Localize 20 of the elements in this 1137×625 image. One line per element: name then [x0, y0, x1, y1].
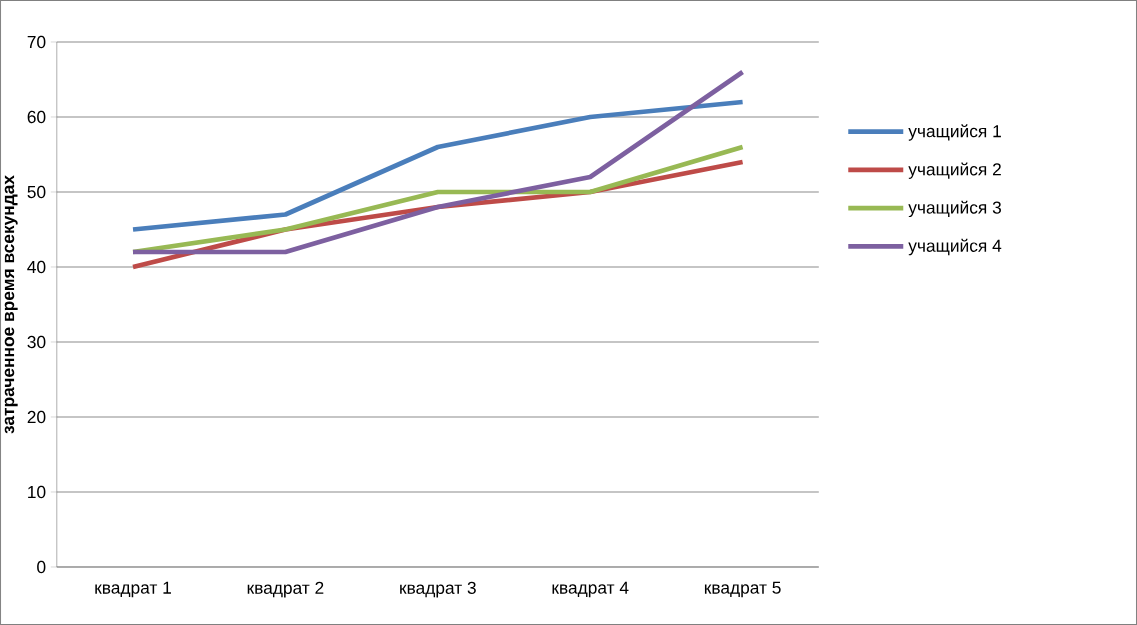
x-tick-label: квадрат 3	[400, 581, 476, 598]
y-tick-label: 50	[27, 185, 46, 199]
line-series	[130, 99, 745, 232]
y-tick-label: 0	[37, 560, 46, 574]
y-tick-label: 40	[27, 260, 46, 274]
x-tick-label: квадрат 5	[704, 581, 781, 598]
y-tick-label: 20	[27, 410, 46, 424]
legend-label: учащийся 3	[908, 200, 1001, 218]
y-tick-label: 70	[27, 35, 46, 49]
legend-label: учащийся 4	[908, 238, 1002, 256]
legend-label: учащийся 1	[908, 124, 1001, 141]
x-tick-label: квадрат 2	[247, 581, 324, 598]
x-tick-label: квадрат 4	[552, 581, 629, 598]
y-axis-title: затраченное время всекундах	[4, 175, 18, 434]
legend-label: учащийся 2	[908, 162, 1001, 179]
y-tick-label: 10	[28, 485, 46, 499]
x-tick-label: квадрат 1	[95, 581, 171, 598]
line-series	[130, 69, 745, 255]
y-tick-label: 30	[27, 335, 46, 349]
y-tick-label: 60	[27, 110, 46, 124]
